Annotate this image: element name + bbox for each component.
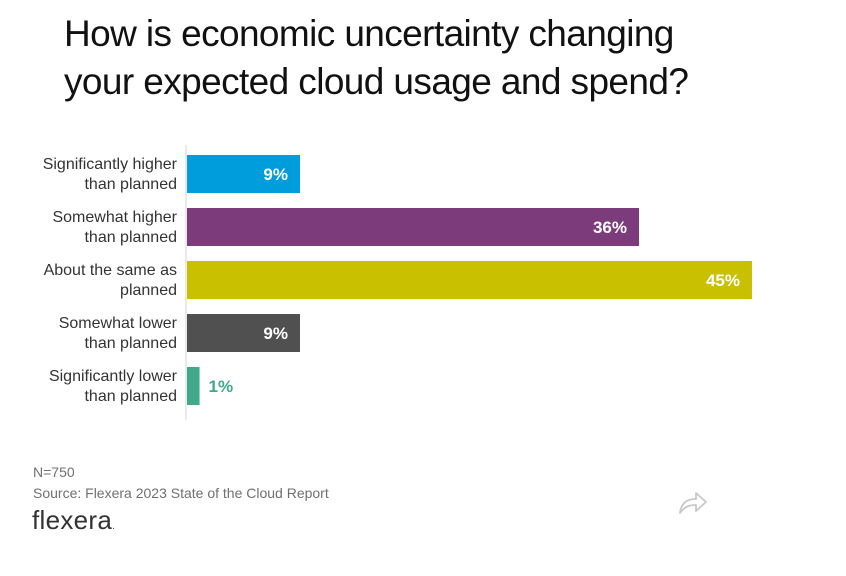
category-label-1-line-1: Somewhat higher [52, 209, 177, 226]
bar-0 [187, 155, 300, 193]
chart-title-line-1: How is economic uncertainty changing [64, 13, 674, 54]
category-label-0-line-2: than planned [84, 176, 177, 193]
value-label-0: 9% [263, 165, 288, 184]
bar-4 [187, 367, 200, 405]
value-label-4: 1% [209, 377, 234, 396]
category-label-3-line-1: Somewhat lower [59, 315, 178, 332]
value-label-2: 45% [706, 271, 740, 290]
bar-2 [187, 261, 752, 299]
chart-title: How is economic uncertainty changing you… [64, 10, 824, 106]
source-note: Source: Flexera 2023 State of the Cloud … [33, 485, 329, 501]
share-arrow-icon [679, 492, 707, 514]
category-label-2-line-2: planned [120, 282, 177, 299]
sample-size: N=750 [33, 464, 75, 480]
share-button[interactable] [676, 488, 710, 516]
category-label-4-line-2: than planned [84, 388, 177, 405]
bar-1 [187, 208, 639, 246]
flexera-logo: flexera. [32, 505, 115, 536]
category-label-0-line-1: Significantly higher [43, 156, 178, 173]
category-label-3-line-2: than planned [84, 335, 177, 352]
logo-text: flexera [32, 505, 113, 535]
category-label-2-line-1: About the same as [44, 262, 177, 279]
logo-dot: . [112, 521, 116, 532]
chart-title-line-2: your expected cloud usage and spend? [64, 61, 689, 102]
bar-3 [187, 314, 300, 352]
category-label-1-line-2: than planned [84, 229, 177, 246]
value-label-3: 9% [263, 324, 288, 343]
category-label-4-line-1: Significantly lower [49, 368, 178, 385]
value-label-1: 36% [593, 218, 627, 237]
